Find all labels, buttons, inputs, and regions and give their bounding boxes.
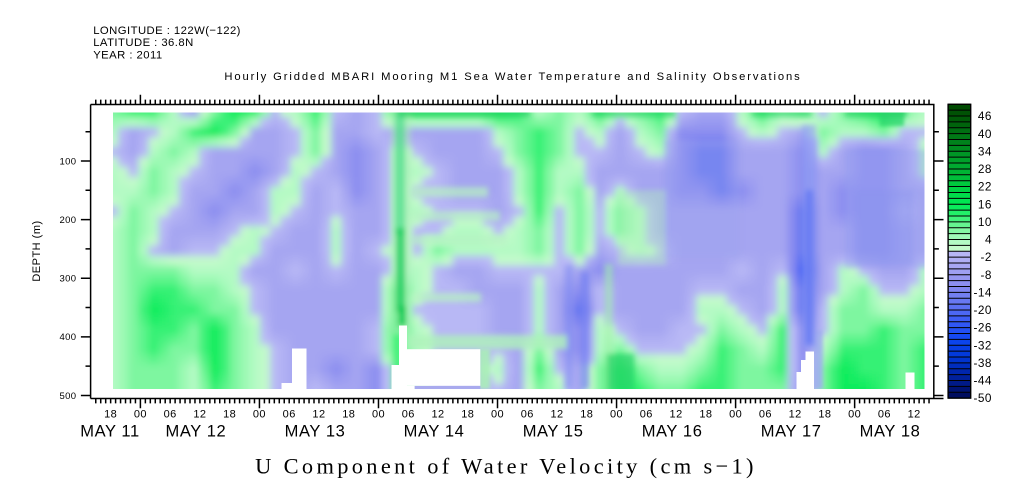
svg-text:-50: -50 xyxy=(973,391,992,405)
svg-text:00: 00 xyxy=(134,408,147,420)
svg-text:YEAR : 2011: YEAR : 2011 xyxy=(93,50,162,62)
svg-text:-26: -26 xyxy=(973,321,992,335)
svg-text:LONGITUDE : 122W(−122): LONGITUDE : 122W(−122) xyxy=(93,25,241,37)
svg-text:00: 00 xyxy=(372,408,385,420)
svg-text:MAY 11: MAY 11 xyxy=(80,423,140,441)
svg-text:200: 200 xyxy=(59,215,76,226)
svg-text:-2: -2 xyxy=(981,250,993,264)
svg-text:100: 100 xyxy=(59,156,76,167)
svg-text:00: 00 xyxy=(253,408,266,420)
svg-text:-32: -32 xyxy=(973,338,992,352)
svg-text:00: 00 xyxy=(610,408,623,420)
svg-text:18: 18 xyxy=(818,408,831,420)
svg-text:MAY 18: MAY 18 xyxy=(860,423,921,441)
svg-text:18: 18 xyxy=(223,408,236,420)
svg-text:-44: -44 xyxy=(973,374,992,388)
svg-text:-14: -14 xyxy=(973,285,992,299)
svg-text:MAY 13: MAY 13 xyxy=(285,423,346,441)
svg-text:LATITUDE : 36.8N: LATITUDE : 36.8N xyxy=(93,37,194,49)
svg-text:MAY 15: MAY 15 xyxy=(523,423,584,441)
svg-text:18: 18 xyxy=(342,408,355,420)
svg-text:500: 500 xyxy=(59,391,76,402)
svg-text:16: 16 xyxy=(978,197,992,211)
svg-text:00: 00 xyxy=(729,408,742,420)
svg-text:-8: -8 xyxy=(981,268,993,282)
svg-text:06: 06 xyxy=(283,408,296,420)
svg-text:18: 18 xyxy=(699,408,712,420)
svg-text:34: 34 xyxy=(978,144,992,158)
svg-text:Hourly Gridded MBARI Mooring M: Hourly Gridded MBARI Mooring M1 Sea Wate… xyxy=(224,71,801,83)
svg-text:00: 00 xyxy=(491,408,504,420)
svg-text:00: 00 xyxy=(848,408,861,420)
svg-text:10: 10 xyxy=(978,215,992,229)
svg-text:12: 12 xyxy=(551,408,564,420)
svg-text:06: 06 xyxy=(759,408,772,420)
svg-text:12: 12 xyxy=(908,408,921,420)
svg-text:40: 40 xyxy=(978,127,992,141)
svg-text:22: 22 xyxy=(978,180,992,194)
svg-text:12: 12 xyxy=(431,408,444,420)
svg-text:06: 06 xyxy=(640,408,653,420)
svg-text:12: 12 xyxy=(312,408,325,420)
svg-text:U Component of Water Velocity: U Component of Water Velocity (cm s−1) xyxy=(255,454,757,479)
svg-text:MAY 17: MAY 17 xyxy=(761,423,822,441)
svg-text:46: 46 xyxy=(978,109,992,123)
svg-text:MAY 14: MAY 14 xyxy=(404,423,465,441)
svg-text:300: 300 xyxy=(59,274,76,285)
svg-text:MAY 12: MAY 12 xyxy=(166,423,227,441)
svg-text:12: 12 xyxy=(193,408,206,420)
svg-text:18: 18 xyxy=(580,408,593,420)
svg-text:DEPTH (m): DEPTH (m) xyxy=(31,220,43,281)
svg-text:18: 18 xyxy=(461,408,474,420)
svg-text:06: 06 xyxy=(164,408,177,420)
svg-text:12: 12 xyxy=(670,408,683,420)
svg-text:-20: -20 xyxy=(973,303,992,317)
svg-text:12: 12 xyxy=(789,408,802,420)
svg-text:18: 18 xyxy=(104,408,117,420)
svg-text:06: 06 xyxy=(878,408,891,420)
svg-text:06: 06 xyxy=(521,408,534,420)
svg-text:MAY 16: MAY 16 xyxy=(642,423,703,441)
svg-text:-38: -38 xyxy=(973,356,992,370)
svg-text:4: 4 xyxy=(985,233,992,247)
svg-text:28: 28 xyxy=(978,162,992,176)
svg-text:06: 06 xyxy=(402,408,415,420)
svg-text:400: 400 xyxy=(59,332,76,343)
